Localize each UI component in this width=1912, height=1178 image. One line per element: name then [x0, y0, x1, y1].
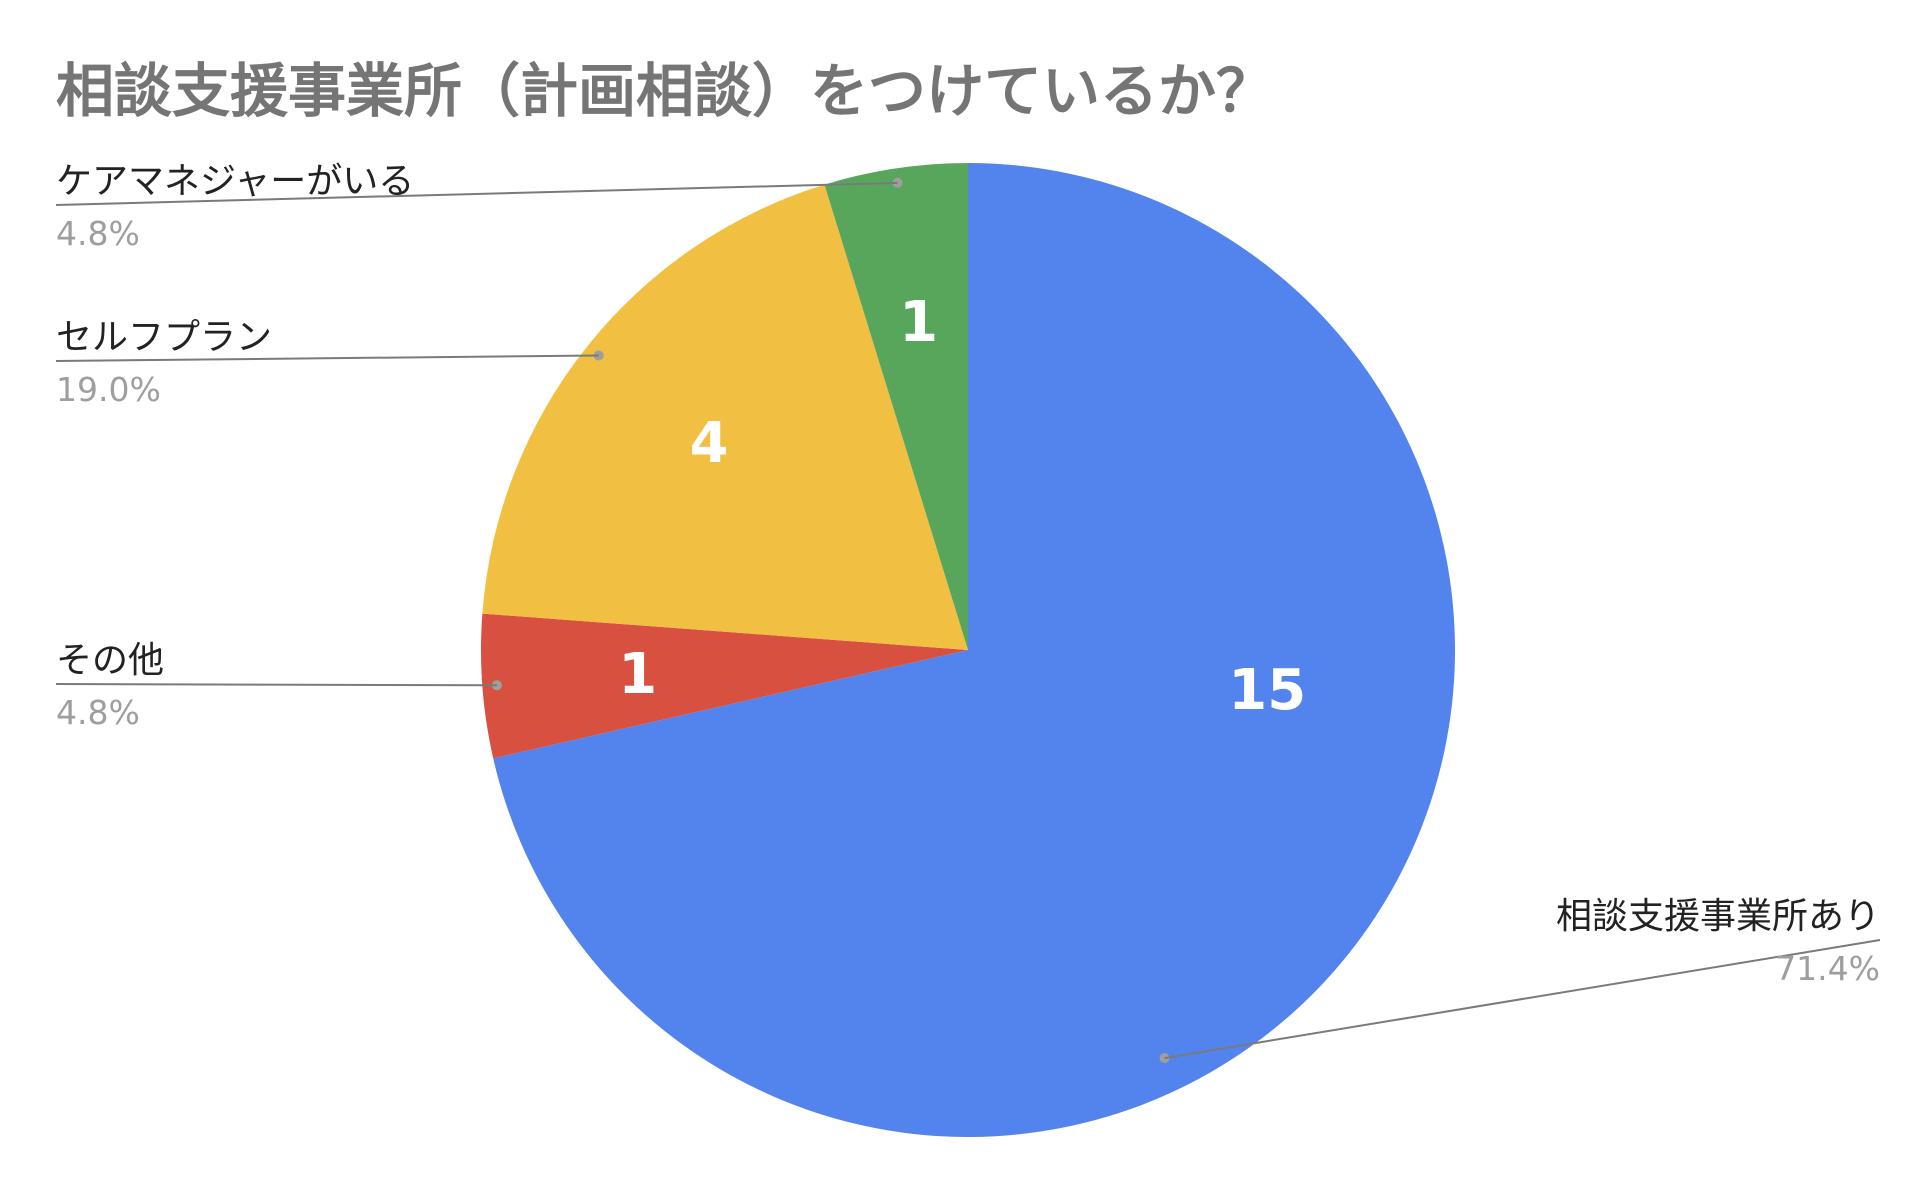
callout-line	[1164, 939, 1881, 1060]
pie-slice	[482, 184, 968, 650]
callout-percent: 4.8%	[56, 214, 140, 253]
callout-line	[55, 181, 898, 206]
callout-label: ケアマネジャーがいる	[56, 161, 414, 202]
callout-label: その他	[56, 640, 164, 681]
callout-percent: 4.8%	[56, 693, 140, 732]
callout-label: 相談支援事業所あり	[1556, 896, 1880, 937]
callout-line	[55, 354, 599, 362]
slice-value-label: 4	[690, 411, 729, 476]
pie-slice	[824, 163, 968, 650]
pie-slice	[481, 613, 968, 759]
callout-label: セルフプラン	[56, 317, 272, 358]
pie-slices	[481, 163, 1456, 1137]
callout-percent: 71.4%	[1775, 949, 1880, 988]
slice-value-label: 1	[899, 290, 938, 355]
chart-title: 相談支援事業所（計画相談）をつけているか？	[56, 57, 1275, 125]
slice-value-labels: 15 1 4 1	[618, 290, 1306, 723]
slice-value-label: 15	[1228, 658, 1306, 723]
callout-line	[55, 683, 497, 687]
callout-percent: 19.0%	[56, 370, 161, 409]
pie-slice	[493, 163, 1456, 1137]
callouts: 相談支援事業所あり 71.4% その他 4.8% セルフプラン 19.0% ケアマネジャーが…	[55, 161, 1881, 1064]
slice-value-label: 1	[618, 642, 657, 707]
